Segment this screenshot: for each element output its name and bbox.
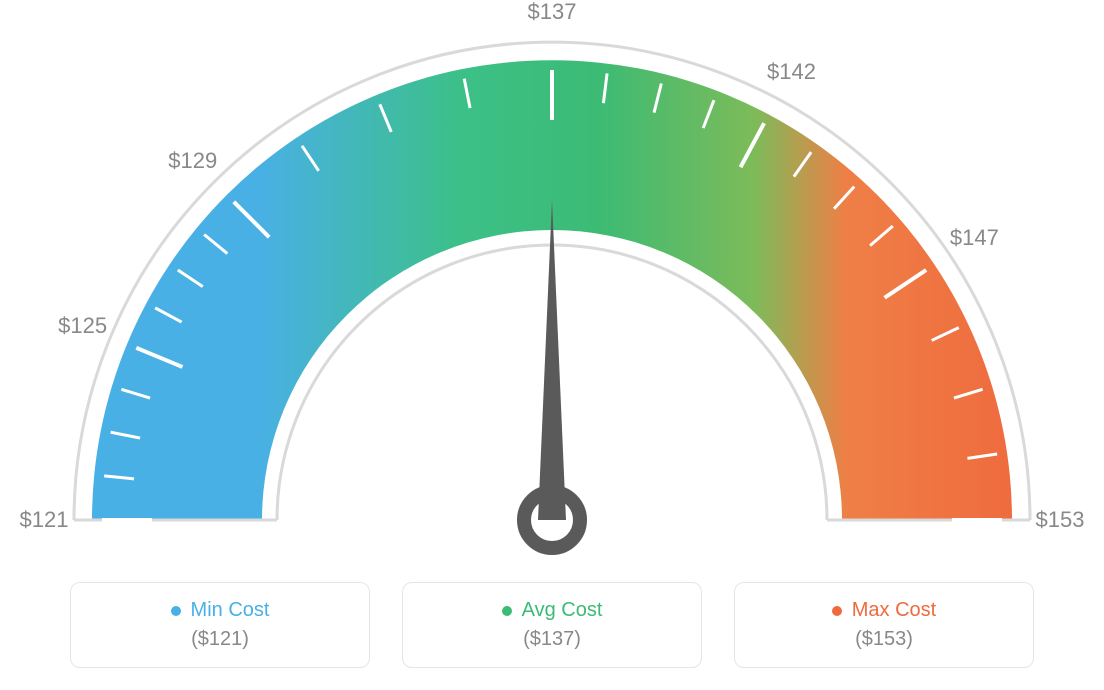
legend-label-max: Max Cost <box>852 599 936 622</box>
legend-card-avg: Avg Cost ($137) <box>402 582 702 668</box>
tick-label: $121 <box>20 507 69 533</box>
tick-label: $125 <box>58 313 107 339</box>
gauge-chart: $121 $125 $129 $137 $142 $147 $153 <box>0 0 1104 560</box>
legend-title-avg: Avg Cost <box>502 599 603 622</box>
legend-value-avg: ($137) <box>523 628 581 651</box>
gauge-svg <box>0 0 1104 560</box>
legend-title-min: Min Cost <box>171 599 270 622</box>
tick-label: $129 <box>168 148 217 174</box>
tick-label: $153 <box>1036 507 1085 533</box>
tick-label: $137 <box>528 0 577 25</box>
legend-dot-max <box>832 606 842 616</box>
tick-label: $147 <box>950 225 999 251</box>
legend-dot-min <box>171 606 181 616</box>
legend-row: Min Cost ($121) Avg Cost ($137) Max Cost… <box>0 582 1104 668</box>
legend-value-max: ($153) <box>855 628 913 651</box>
legend-dot-avg <box>502 606 512 616</box>
legend-value-min: ($121) <box>191 628 249 651</box>
legend-label-avg: Avg Cost <box>522 599 603 622</box>
tick-label: $142 <box>767 59 816 85</box>
legend-card-min: Min Cost ($121) <box>70 582 370 668</box>
legend-card-max: Max Cost ($153) <box>734 582 1034 668</box>
legend-label-min: Min Cost <box>191 599 270 622</box>
legend-title-max: Max Cost <box>832 599 936 622</box>
